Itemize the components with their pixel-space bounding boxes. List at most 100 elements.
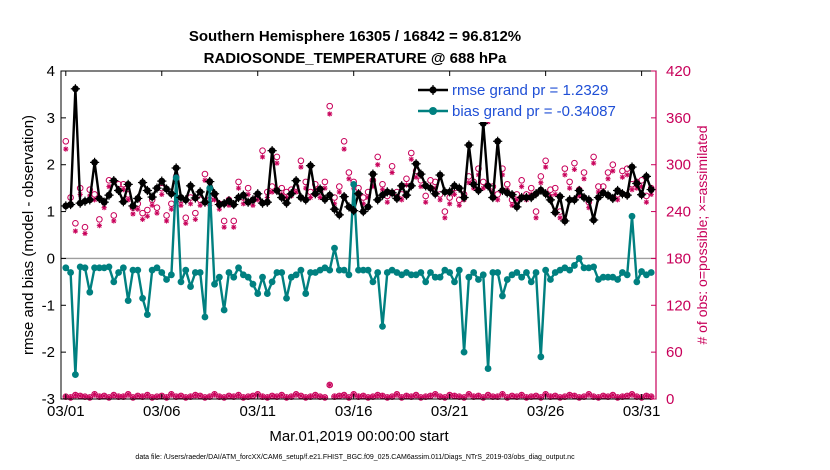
obs-bottom-possible-point — [537, 394, 545, 401]
obs-possible-point — [326, 102, 334, 110]
obs-assimilated-point — [456, 202, 462, 208]
obs-assimilated-point — [533, 215, 539, 221]
obs-possible-point — [201, 170, 209, 178]
bias-point — [446, 269, 454, 276]
bias-point — [623, 271, 631, 279]
rmse-point — [238, 190, 248, 200]
y-axis-left: -3 -2 -1 0 1 2 3 4 — [42, 63, 66, 408]
obs-bottom-assimilated-point — [456, 394, 462, 400]
obs-assimilated-point — [562, 172, 568, 178]
obs-bottom-assimilated-point — [144, 392, 150, 398]
bias-point — [604, 273, 612, 281]
chart-title: Southern Hemisphere 16305 / 16842 = 96.8… — [189, 28, 521, 45]
obs-possible-point — [527, 184, 535, 192]
obs-bottom-assimilated-point — [101, 393, 107, 399]
obs-bottom-assimilated-point — [111, 392, 117, 398]
rmse-point — [459, 192, 469, 203]
obs-assimilated-point — [269, 189, 275, 195]
obs-assimilated-point — [307, 194, 314, 201]
obs-bottom-assimilated-point — [125, 391, 131, 397]
obs-assimilated-point — [139, 216, 146, 222]
bias-point — [273, 269, 281, 276]
bias-point — [518, 273, 526, 281]
rmse-point — [334, 210, 344, 220]
obs-assimilated-point — [231, 224, 237, 230]
rmse-point — [622, 190, 632, 200]
obs-possible-point — [62, 137, 70, 145]
bias-point — [163, 276, 170, 283]
obs-bottom-assimilated-point — [279, 392, 285, 398]
obs-assimilated-point — [437, 197, 443, 203]
obs-bottom-possible-point — [556, 394, 564, 401]
bias-point — [244, 273, 252, 281]
obs-bottom-possible-point — [326, 381, 334, 389]
y-right-tick-label: 180 — [666, 250, 691, 267]
obs-assimilated-point — [327, 111, 333, 117]
obs-bottom-assimilated-point — [423, 394, 429, 400]
obs-possible-point — [139, 209, 146, 217]
obs-bottom-assimilated-point — [115, 394, 122, 400]
obs-possible-point — [379, 180, 386, 188]
obs-assimilated-point — [154, 210, 160, 216]
series-layer — [61, 84, 656, 379]
obs-possible-point — [273, 153, 281, 161]
obs-bottom-assimilated-point — [355, 394, 362, 400]
bias-point — [124, 297, 132, 304]
bias-point — [95, 264, 103, 272]
obs-bottom-assimilated-point — [403, 393, 410, 399]
obs-bottom-assimilated-point — [91, 391, 98, 397]
bias-point — [566, 266, 574, 274]
obs-bottom-assimilated-point — [168, 391, 174, 397]
rmse-point — [248, 195, 258, 205]
obs-assimilated-point — [451, 191, 458, 197]
bias-point — [628, 212, 636, 220]
obs-assimilated-point — [187, 201, 194, 207]
bias-point — [575, 255, 583, 262]
bias-point — [297, 266, 305, 274]
obs-assimilated-point — [178, 202, 184, 208]
bias-point — [532, 269, 540, 276]
obs-bottom-assimilated-point — [327, 382, 333, 388]
obs-bottom-possible-point — [575, 394, 583, 401]
obs-bottom-assimilated-point — [643, 393, 650, 399]
rmse-point — [603, 190, 613, 200]
rmse-point — [560, 216, 570, 226]
obs-possible-point — [244, 184, 252, 192]
bias-point — [307, 269, 314, 276]
obs-assimilated-point — [629, 187, 635, 193]
footnote: data file: /Users/raeder/DAI/ATM_forcXX/… — [135, 454, 575, 461]
rmse-point — [291, 176, 301, 186]
bias-point — [614, 276, 622, 283]
bias-point — [182, 266, 190, 274]
x-tick-label: 03/26 — [527, 403, 565, 420]
x-tick-label: 03/06 — [143, 403, 181, 420]
rmse-point — [133, 193, 143, 204]
obs-possible-point — [91, 191, 98, 198]
rmse-point — [397, 181, 407, 191]
bias-point — [364, 266, 372, 274]
bias-point — [465, 273, 473, 281]
obs-possible-point — [403, 175, 410, 183]
y-axis-right-label: # of obs: o=possible; ×=assimilated — [694, 125, 710, 344]
obs-assimilated-point — [159, 191, 165, 197]
rmse-point — [262, 197, 272, 207]
bias-point — [86, 288, 94, 296]
bias-point — [67, 269, 74, 276]
obs-possible-point — [144, 206, 151, 214]
obs-bottom-possible-point — [374, 391, 381, 399]
obs-bottom-assimilated-point — [475, 393, 482, 399]
obs-assimilated-point — [144, 213, 150, 219]
obs-bottom-possible-point — [182, 394, 190, 401]
bias-point — [230, 273, 238, 281]
y-right-tick-label: 420 — [666, 63, 691, 80]
obs-bottom-assimilated-point — [72, 392, 78, 398]
obs-bottom-possible-point — [499, 391, 506, 398]
bias-point — [263, 290, 271, 297]
y-right-tick-label: 0 — [666, 391, 674, 408]
rmse-point — [569, 195, 580, 205]
obs-bottom-assimilated-point — [586, 391, 592, 397]
obs-assimilated-point — [423, 199, 429, 205]
rmse-point — [305, 161, 316, 171]
rmse-point — [589, 215, 599, 225]
obs-bottom-assimilated-point — [495, 394, 501, 400]
